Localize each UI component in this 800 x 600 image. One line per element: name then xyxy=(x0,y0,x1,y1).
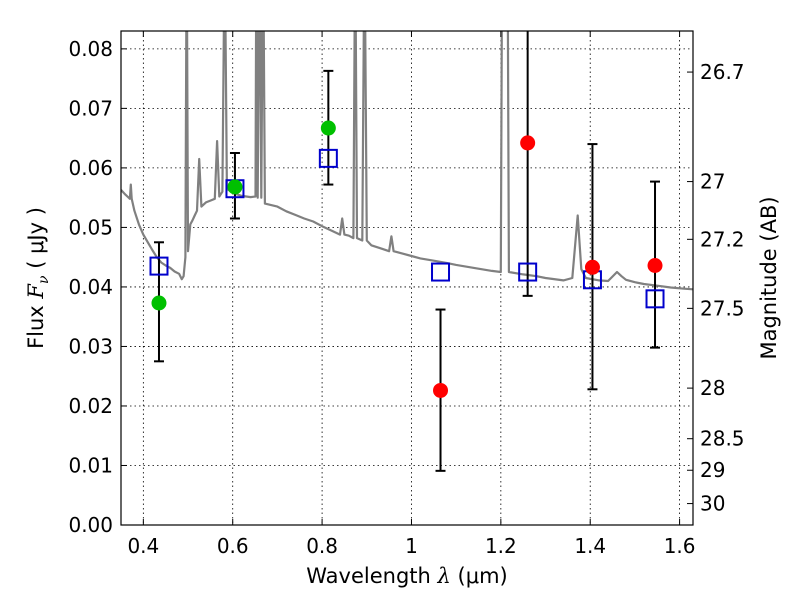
x-tick-label: 0.6 xyxy=(217,534,249,558)
model-photometry-square xyxy=(318,148,338,168)
low-significance-point xyxy=(584,259,600,275)
y2-axis-title: Magnitude (AB) xyxy=(757,196,781,359)
x-tick-label: 1 xyxy=(405,534,418,558)
y2-tick-label: 29 xyxy=(700,458,725,482)
low-significance-point xyxy=(433,382,449,398)
x-tick-label: 1.2 xyxy=(485,534,517,558)
model-photometry-square xyxy=(645,289,665,309)
model-photometry-square xyxy=(149,256,169,276)
model-photometry-square xyxy=(518,262,538,282)
y-tick-label: 0.07 xyxy=(68,96,113,120)
x-tick-label: 1.6 xyxy=(664,534,696,558)
plot-area xyxy=(121,31,693,525)
detection-point xyxy=(320,120,336,136)
y2-tick-label: 28 xyxy=(700,376,725,400)
y-tick-label: 0.04 xyxy=(68,275,113,299)
axis-ticks: 0.4 0.6 0.8 1 1.2 1.4 1.6 0.00 0.01 0.02 0.03 0.04 0… xyxy=(68,31,745,558)
plot-frame xyxy=(120,30,694,526)
y-tick-label: 0.01 xyxy=(68,453,113,477)
x-tick-label: 0.4 xyxy=(127,534,159,558)
y-tick-label: 0.00 xyxy=(68,513,113,537)
low-significance-point xyxy=(647,258,663,274)
y2-tick-label: 27.5 xyxy=(700,296,745,320)
y2-tick-label: 28.5 xyxy=(700,427,745,451)
y2-tick-label: 26.7 xyxy=(700,60,745,84)
model-photometry-square xyxy=(431,262,451,282)
y2-tick-label: 27 xyxy=(700,170,725,194)
low-significance-point xyxy=(520,135,536,151)
x-tick-label: 0.8 xyxy=(306,534,338,558)
detection-point xyxy=(151,295,167,311)
x-tick-label: 1.4 xyxy=(574,534,606,558)
detection-point xyxy=(227,179,243,195)
y2-tick-label: 30 xyxy=(700,492,725,516)
y-tick-label: 0.02 xyxy=(68,394,113,418)
y-tick-label: 0.06 xyxy=(68,156,113,180)
model-spectrum-line xyxy=(121,31,693,291)
y-tick-label: 0.08 xyxy=(68,37,113,61)
y-tick-label: 0.05 xyxy=(68,215,113,239)
y2-tick-label: 27.2 xyxy=(700,227,745,251)
y-tick-label: 0.03 xyxy=(68,334,113,358)
model-spectrum-layer xyxy=(121,31,693,291)
data-points-layer xyxy=(149,120,665,398)
y-axis-title: Flux Fν ( μJy ) xyxy=(24,207,52,349)
x-axis-title: Wavelength λ (μm) xyxy=(306,564,507,588)
